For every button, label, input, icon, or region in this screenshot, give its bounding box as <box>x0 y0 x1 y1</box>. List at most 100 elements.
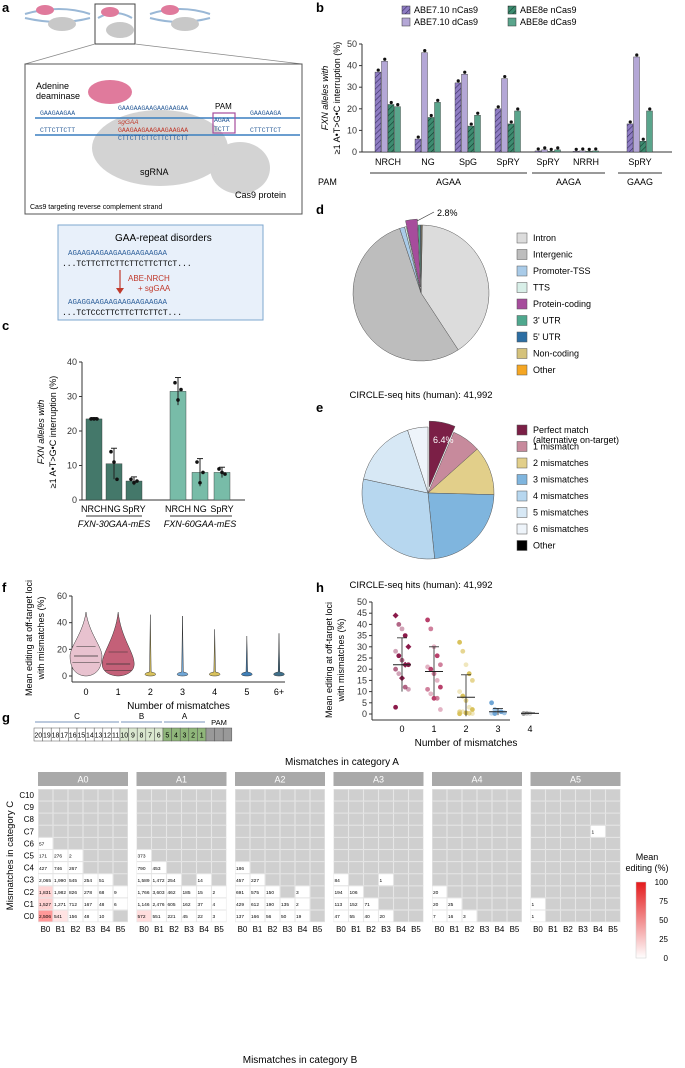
g-colorbar-tick: 25 <box>659 935 668 944</box>
g-heat-cell <box>560 861 576 874</box>
sg-sequence: GAAGAAGAAGAAGAAGAA <box>118 127 188 134</box>
repeat-title: GAA-repeat disorders <box>115 233 212 244</box>
b-group-label: SpRY <box>496 157 519 167</box>
g-heat-cell <box>68 813 83 826</box>
d-legend-label: 5' UTR <box>533 332 561 342</box>
f-violin <box>144 614 156 677</box>
g-heat-cell <box>333 885 349 898</box>
h-point <box>457 711 462 717</box>
g-heat-value: 190 <box>266 902 274 908</box>
g-heat-cell <box>295 910 310 923</box>
g-col-label: B1 <box>253 925 263 934</box>
panel-d: d Intron Intergenic Promoter-TSS TTS Protein… <box>316 202 591 401</box>
g-heat-cell <box>492 885 507 898</box>
g-heat-cell <box>462 813 477 826</box>
g-guide-position: 18 <box>52 733 60 740</box>
g-heat-value: 57 <box>39 842 45 848</box>
g-heat-cell <box>250 885 265 898</box>
d-legend-label: 3' UTR <box>533 316 561 326</box>
g-heat-cell <box>432 885 447 898</box>
g-heat-cell <box>393 910 409 923</box>
g-guide-position: 13 <box>95 733 103 740</box>
g-heat-cell <box>151 897 167 910</box>
g-heat-cell <box>393 837 409 850</box>
g-heat-cell <box>545 801 561 814</box>
g-guide-position: 6 <box>157 733 161 740</box>
c-point <box>89 417 93 421</box>
h-point <box>425 617 430 623</box>
b-legend-swatch <box>401 17 411 27</box>
g-heat-cell <box>333 813 349 826</box>
g-heat-cell <box>432 861 447 874</box>
g-heat-cell <box>83 873 98 886</box>
g-heat-cell <box>211 910 227 923</box>
h-point <box>396 653 402 659</box>
panel-a-label: a <box>2 0 10 15</box>
g-heat-cell <box>310 801 325 814</box>
c-ylabel-2: ≥1 A•T>G•C interruption (%) <box>48 376 58 489</box>
g-heat-value: 427 <box>39 866 47 872</box>
b-bar <box>547 151 555 153</box>
g-heat-cell <box>575 837 591 850</box>
g-heat-cell <box>265 789 280 802</box>
g-guide-position: 4 <box>174 733 178 740</box>
g-heat-cell <box>393 885 409 898</box>
g-guide-position: 10 <box>120 733 128 740</box>
g-heat-cell <box>432 837 447 850</box>
g-row-label: C4 <box>24 864 35 873</box>
g-heat-cell <box>560 789 576 802</box>
g-heat-cell <box>575 789 591 802</box>
b-point <box>429 113 433 118</box>
g-col-label: B0 <box>238 925 248 934</box>
g-heat-cell <box>113 837 128 850</box>
c-category-label: NRCH <box>165 504 191 514</box>
g-heat-cell <box>310 789 325 802</box>
g-heat-cell <box>235 849 250 862</box>
g-heat-cell <box>265 813 280 826</box>
panel-e-label: e <box>316 400 323 415</box>
g-heat-cell <box>136 885 152 898</box>
g-heat-cell <box>68 861 83 874</box>
b-ylabel-1: FXN alleles with <box>320 66 330 131</box>
g-heat-cell <box>68 885 83 898</box>
g-heat-cell <box>492 825 507 838</box>
g-row-label: C2 <box>24 888 35 897</box>
h-ytick-label: 50 <box>357 597 367 607</box>
g-guide-position: 1 <box>200 733 204 740</box>
g-heat-value: 71 <box>365 902 371 908</box>
g-heat-value: 106 <box>350 890 358 896</box>
g-heat-cell <box>83 861 98 874</box>
g-heat-value: 1,982 <box>54 890 66 896</box>
h-point <box>466 710 472 716</box>
g-row-label: C8 <box>24 815 35 824</box>
g-heat-cell <box>211 801 227 814</box>
e-slice <box>428 420 456 488</box>
g-heat-value: 186 <box>236 866 244 872</box>
g-heat-cell <box>68 897 83 910</box>
g-heat-cell <box>38 873 53 886</box>
g-heat-value: 826 <box>69 890 77 896</box>
g-heat-cell <box>53 897 68 910</box>
g-heat-cell <box>280 861 295 874</box>
f-xtick-label: 1 <box>116 687 121 697</box>
g-guide-pam-label: PAM <box>211 718 227 727</box>
b-bar <box>454 82 462 153</box>
g-heat-cell <box>181 801 197 814</box>
b-point <box>536 147 540 151</box>
g-col-label: B1 <box>154 925 164 934</box>
g-block-bg <box>333 789 424 923</box>
g-heat-value: 3 <box>296 890 299 896</box>
g-heat-cell <box>348 801 364 814</box>
g-row-label: C9 <box>24 803 35 812</box>
g-col-label: B2 <box>268 925 278 934</box>
g-col-label: B5 <box>313 925 323 934</box>
g-heat-value: 462 <box>168 890 176 896</box>
g-heat-cell <box>378 825 394 838</box>
h-point <box>396 622 402 627</box>
g-heat-cell <box>333 849 349 862</box>
c-point <box>217 467 221 471</box>
c-category-label: NG <box>193 504 207 514</box>
g-heat-cell <box>530 861 546 874</box>
g-block-header <box>432 772 522 786</box>
g-heat-cell <box>113 910 128 923</box>
